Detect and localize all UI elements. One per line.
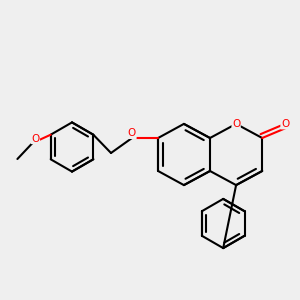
Text: O: O <box>128 128 136 139</box>
Text: O: O <box>232 119 240 129</box>
Text: O: O <box>31 134 40 144</box>
Text: O: O <box>281 119 289 129</box>
